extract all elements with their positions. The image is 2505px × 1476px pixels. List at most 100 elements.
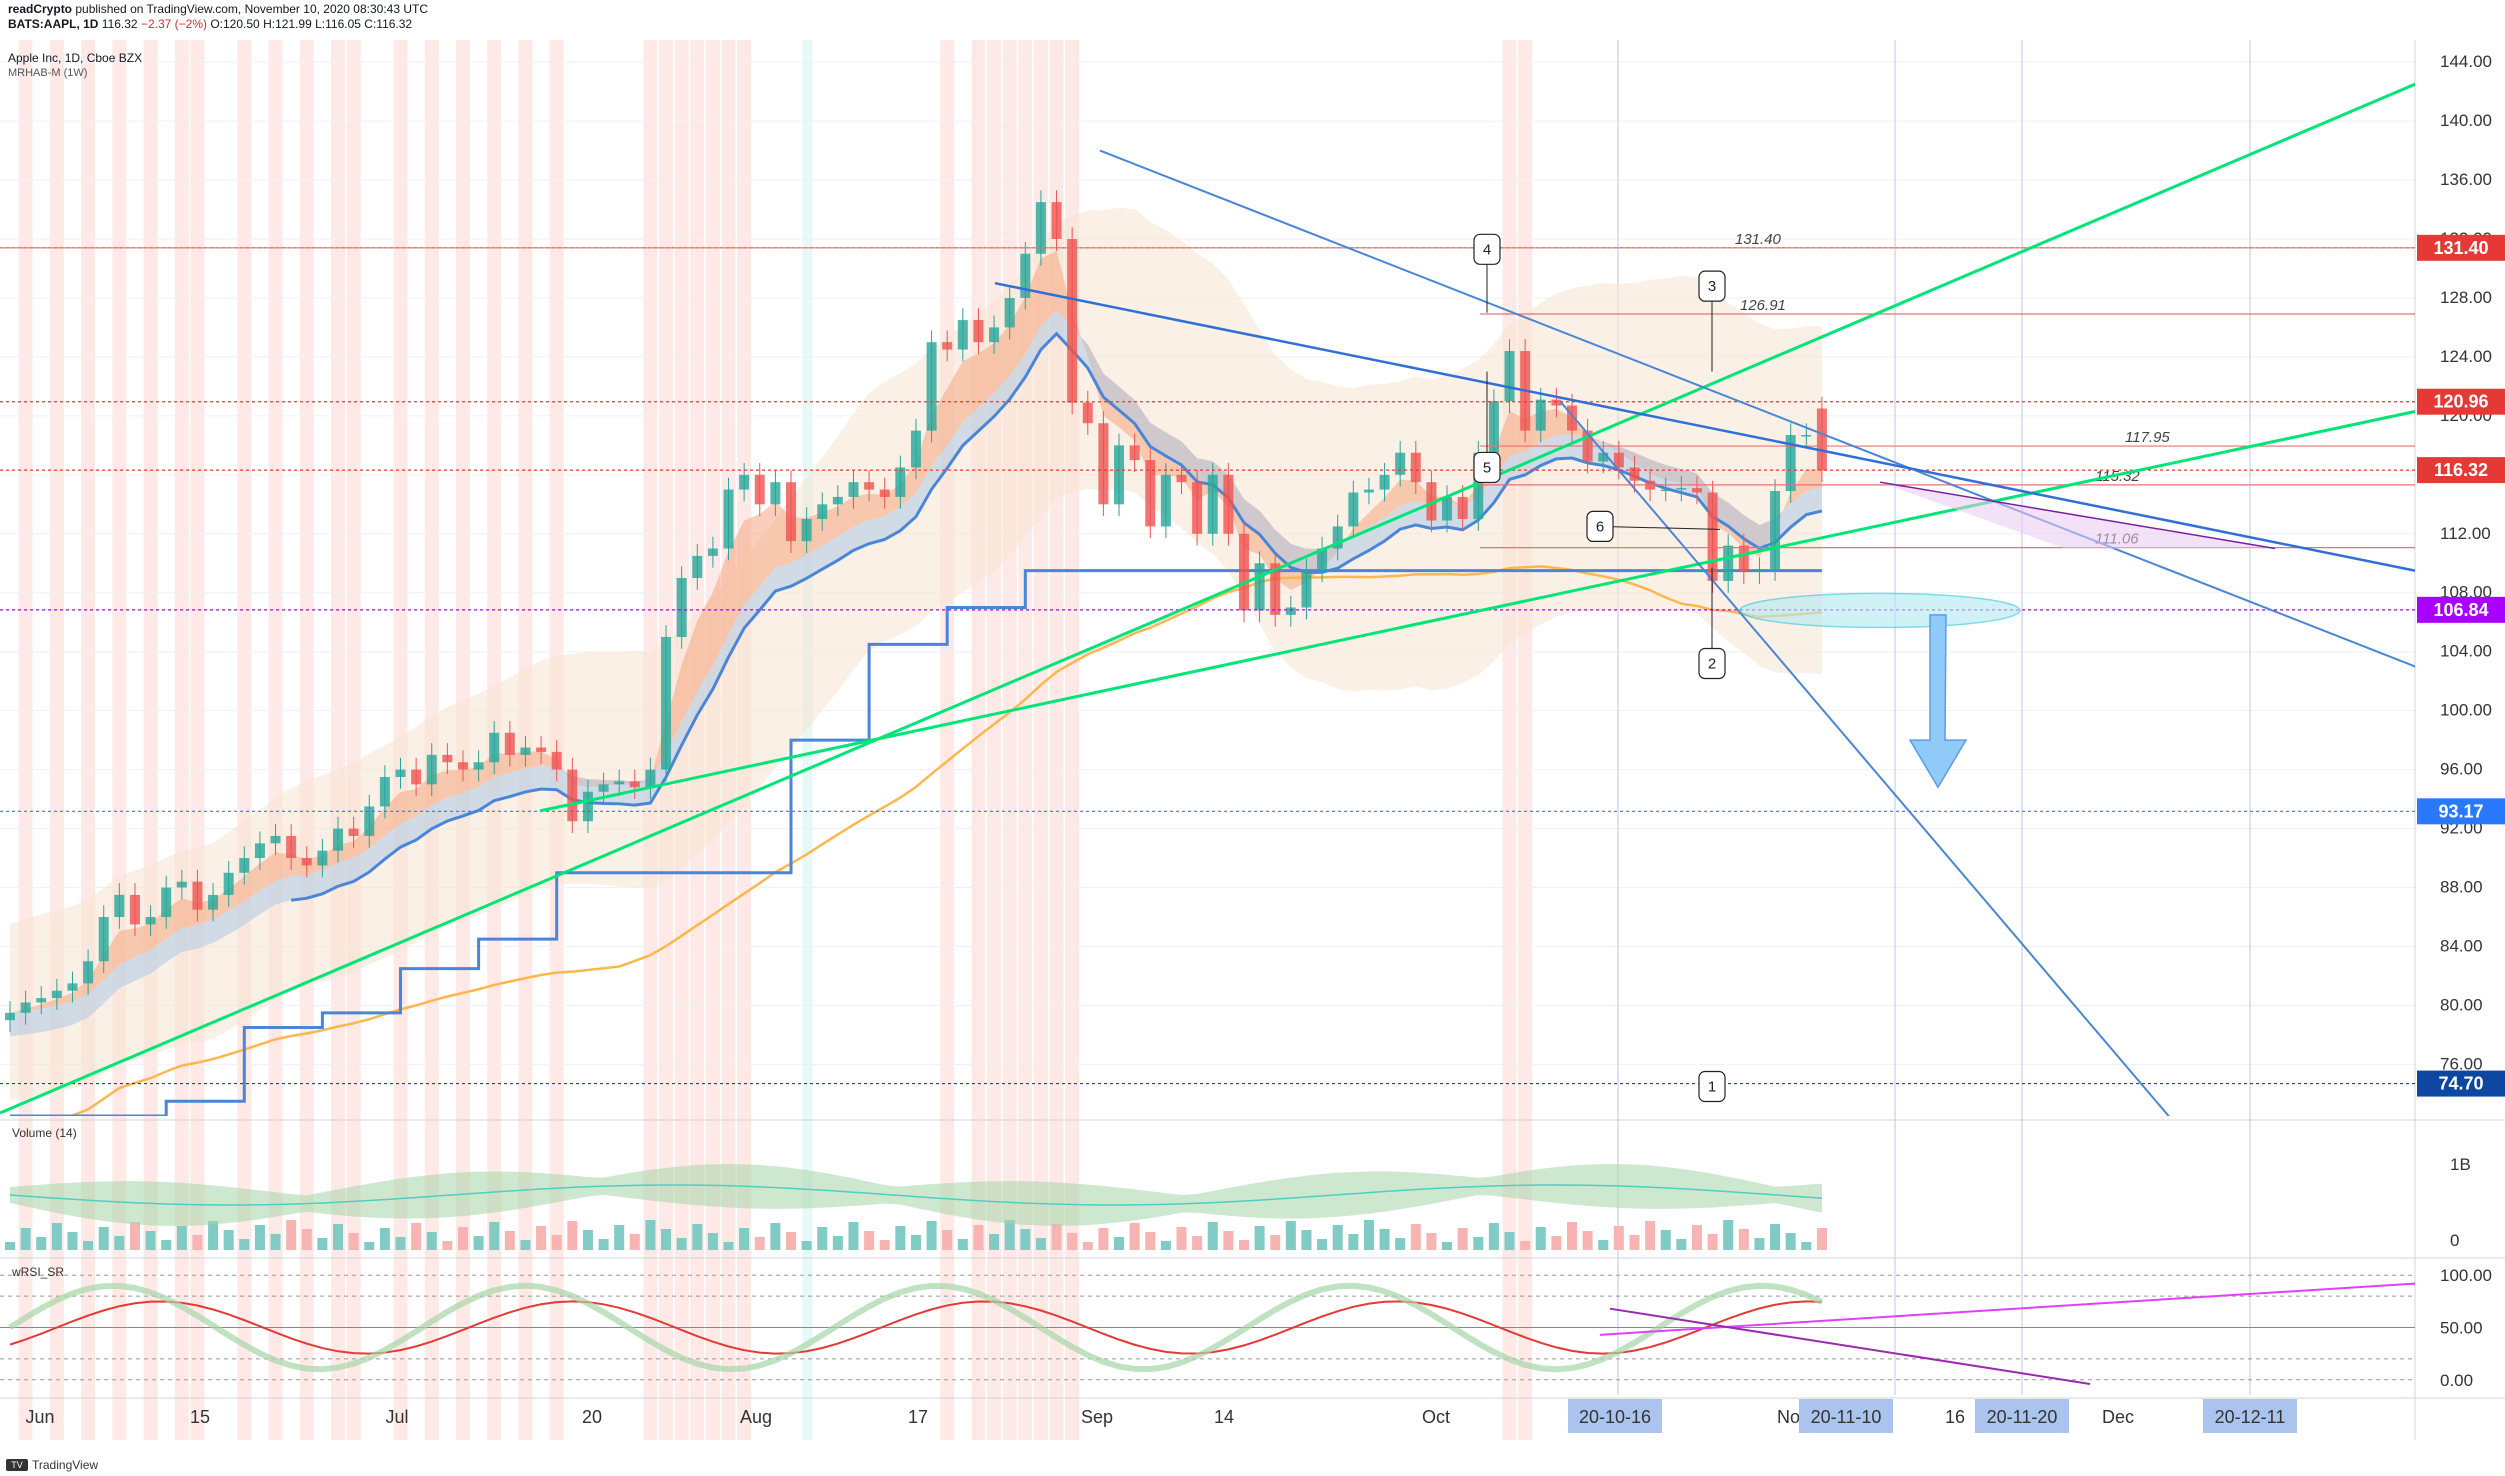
volume-bar (98, 1227, 109, 1250)
candle-body (411, 769, 422, 785)
volume-bar (1067, 1233, 1078, 1250)
y-tick-label: 100.00 (2440, 701, 2492, 720)
volume-bar (504, 1231, 515, 1250)
candle-body (5, 1012, 15, 1021)
volume-bar (1035, 1238, 1046, 1250)
volume-bar (1738, 1229, 1749, 1250)
candle-body (473, 762, 484, 770)
candle-body (1785, 435, 1796, 492)
volume-bar (223, 1230, 234, 1250)
candle-body (270, 835, 281, 844)
candle-body (1473, 452, 1484, 520)
price-tag-label: 93.17 (2438, 801, 2483, 821)
candle-body (801, 519, 812, 542)
volume-bar (1020, 1229, 1031, 1250)
volume-bar (582, 1230, 593, 1250)
rsi-trend-line (1599, 1282, 2415, 1336)
candle-body (1707, 492, 1718, 581)
x-tick-box (1799, 1399, 1893, 1433)
bg-band (174, 40, 189, 1440)
ohlc-line: BATS:AAPL, 1D 116.32 −2.37 (−2%) O:120.5… (8, 17, 412, 31)
volume-bar (176, 1226, 187, 1250)
bg-band (1518, 40, 1533, 1440)
volume-bar (1051, 1224, 1062, 1250)
candle-body (1770, 491, 1781, 570)
bg-band (331, 40, 346, 1440)
volume-bar (1192, 1236, 1203, 1250)
callout-number: 2 (1708, 655, 1716, 672)
y-tick-label: 128.00 (2440, 288, 2492, 307)
stepped-support (10, 569, 1822, 1116)
low-value: L:116.05 (315, 17, 361, 31)
volume-bar (1707, 1234, 1718, 1250)
volume-bar (957, 1239, 968, 1250)
candle-body (1613, 452, 1624, 468)
volume-bar (692, 1224, 703, 1250)
candle-body (1504, 351, 1515, 402)
bg-band (987, 40, 1002, 1440)
x-tick-label: 20-11-20 (1987, 1407, 2058, 1427)
volume-bar (1207, 1222, 1218, 1250)
wrsi-title: wRSI_SR (11, 1265, 64, 1279)
volume-bar (145, 1231, 156, 1250)
volume-bar (1098, 1228, 1109, 1250)
candle-body (1317, 548, 1328, 571)
volume-bar (1551, 1236, 1562, 1250)
volume-bar (1270, 1235, 1281, 1250)
candle-body (1020, 253, 1031, 298)
rsi-tick-label: 50.00 (2440, 1319, 2483, 1338)
candle-body (83, 961, 94, 984)
volume-bar (1801, 1242, 1812, 1250)
x-tick-label: Dec (2102, 1407, 2134, 1427)
volume-bar (707, 1233, 718, 1250)
candle-body (957, 320, 968, 350)
volume-bar (489, 1222, 500, 1250)
volume-bar (1816, 1228, 1827, 1250)
candle-body (629, 781, 640, 788)
ema-line (290, 331, 1823, 902)
candle-body (551, 751, 562, 770)
volume-bar (629, 1234, 640, 1250)
volume-bar (1645, 1221, 1656, 1250)
volume-bar (1473, 1237, 1484, 1250)
trend-line (539, 409, 2415, 813)
volume-bar (1676, 1239, 1687, 1250)
volume-bar (473, 1236, 484, 1250)
y-tick-label: 124.00 (2440, 347, 2492, 366)
volume-bar (1395, 1238, 1406, 1250)
volume-bar (239, 1239, 250, 1250)
volume-bar (723, 1242, 734, 1250)
candle-body (582, 791, 593, 822)
candle-body (1192, 482, 1203, 534)
candle-body (879, 489, 890, 497)
trend-line (1559, 400, 2170, 1116)
volume-bar (1223, 1231, 1234, 1250)
volume-bar (1723, 1220, 1734, 1250)
price-tag-label: 74.70 (2438, 1074, 2483, 1094)
volume-bar (1348, 1234, 1359, 1250)
volume-bar (598, 1239, 609, 1250)
published-text: published on TradingView.com, November 1… (75, 2, 429, 16)
volume-bar (270, 1234, 281, 1250)
candle-body (1114, 445, 1125, 505)
candle-body (348, 828, 359, 836)
candle-body (1535, 399, 1546, 431)
y-tick-label: 96.00 (2440, 760, 2483, 779)
price-tag (2417, 596, 2505, 623)
bg-band (299, 40, 314, 1440)
callout-box (1586, 510, 1614, 543)
candle-body (1270, 563, 1281, 615)
price-tag (2417, 234, 2505, 261)
x-tick-label: Oct (1422, 1407, 1450, 1427)
y-tick-label: 104.00 (2440, 642, 2492, 661)
x-tick-box (1568, 1399, 1662, 1433)
volume-bar (333, 1224, 344, 1250)
candle-body (223, 872, 234, 895)
volume-bar (1442, 1242, 1453, 1250)
x-tick-label: 15 (190, 1407, 210, 1427)
candle-body (832, 496, 843, 505)
candle-body (754, 474, 765, 505)
candle-body (426, 754, 437, 785)
bg-band (1502, 40, 1517, 1440)
bg-band (112, 40, 127, 1440)
